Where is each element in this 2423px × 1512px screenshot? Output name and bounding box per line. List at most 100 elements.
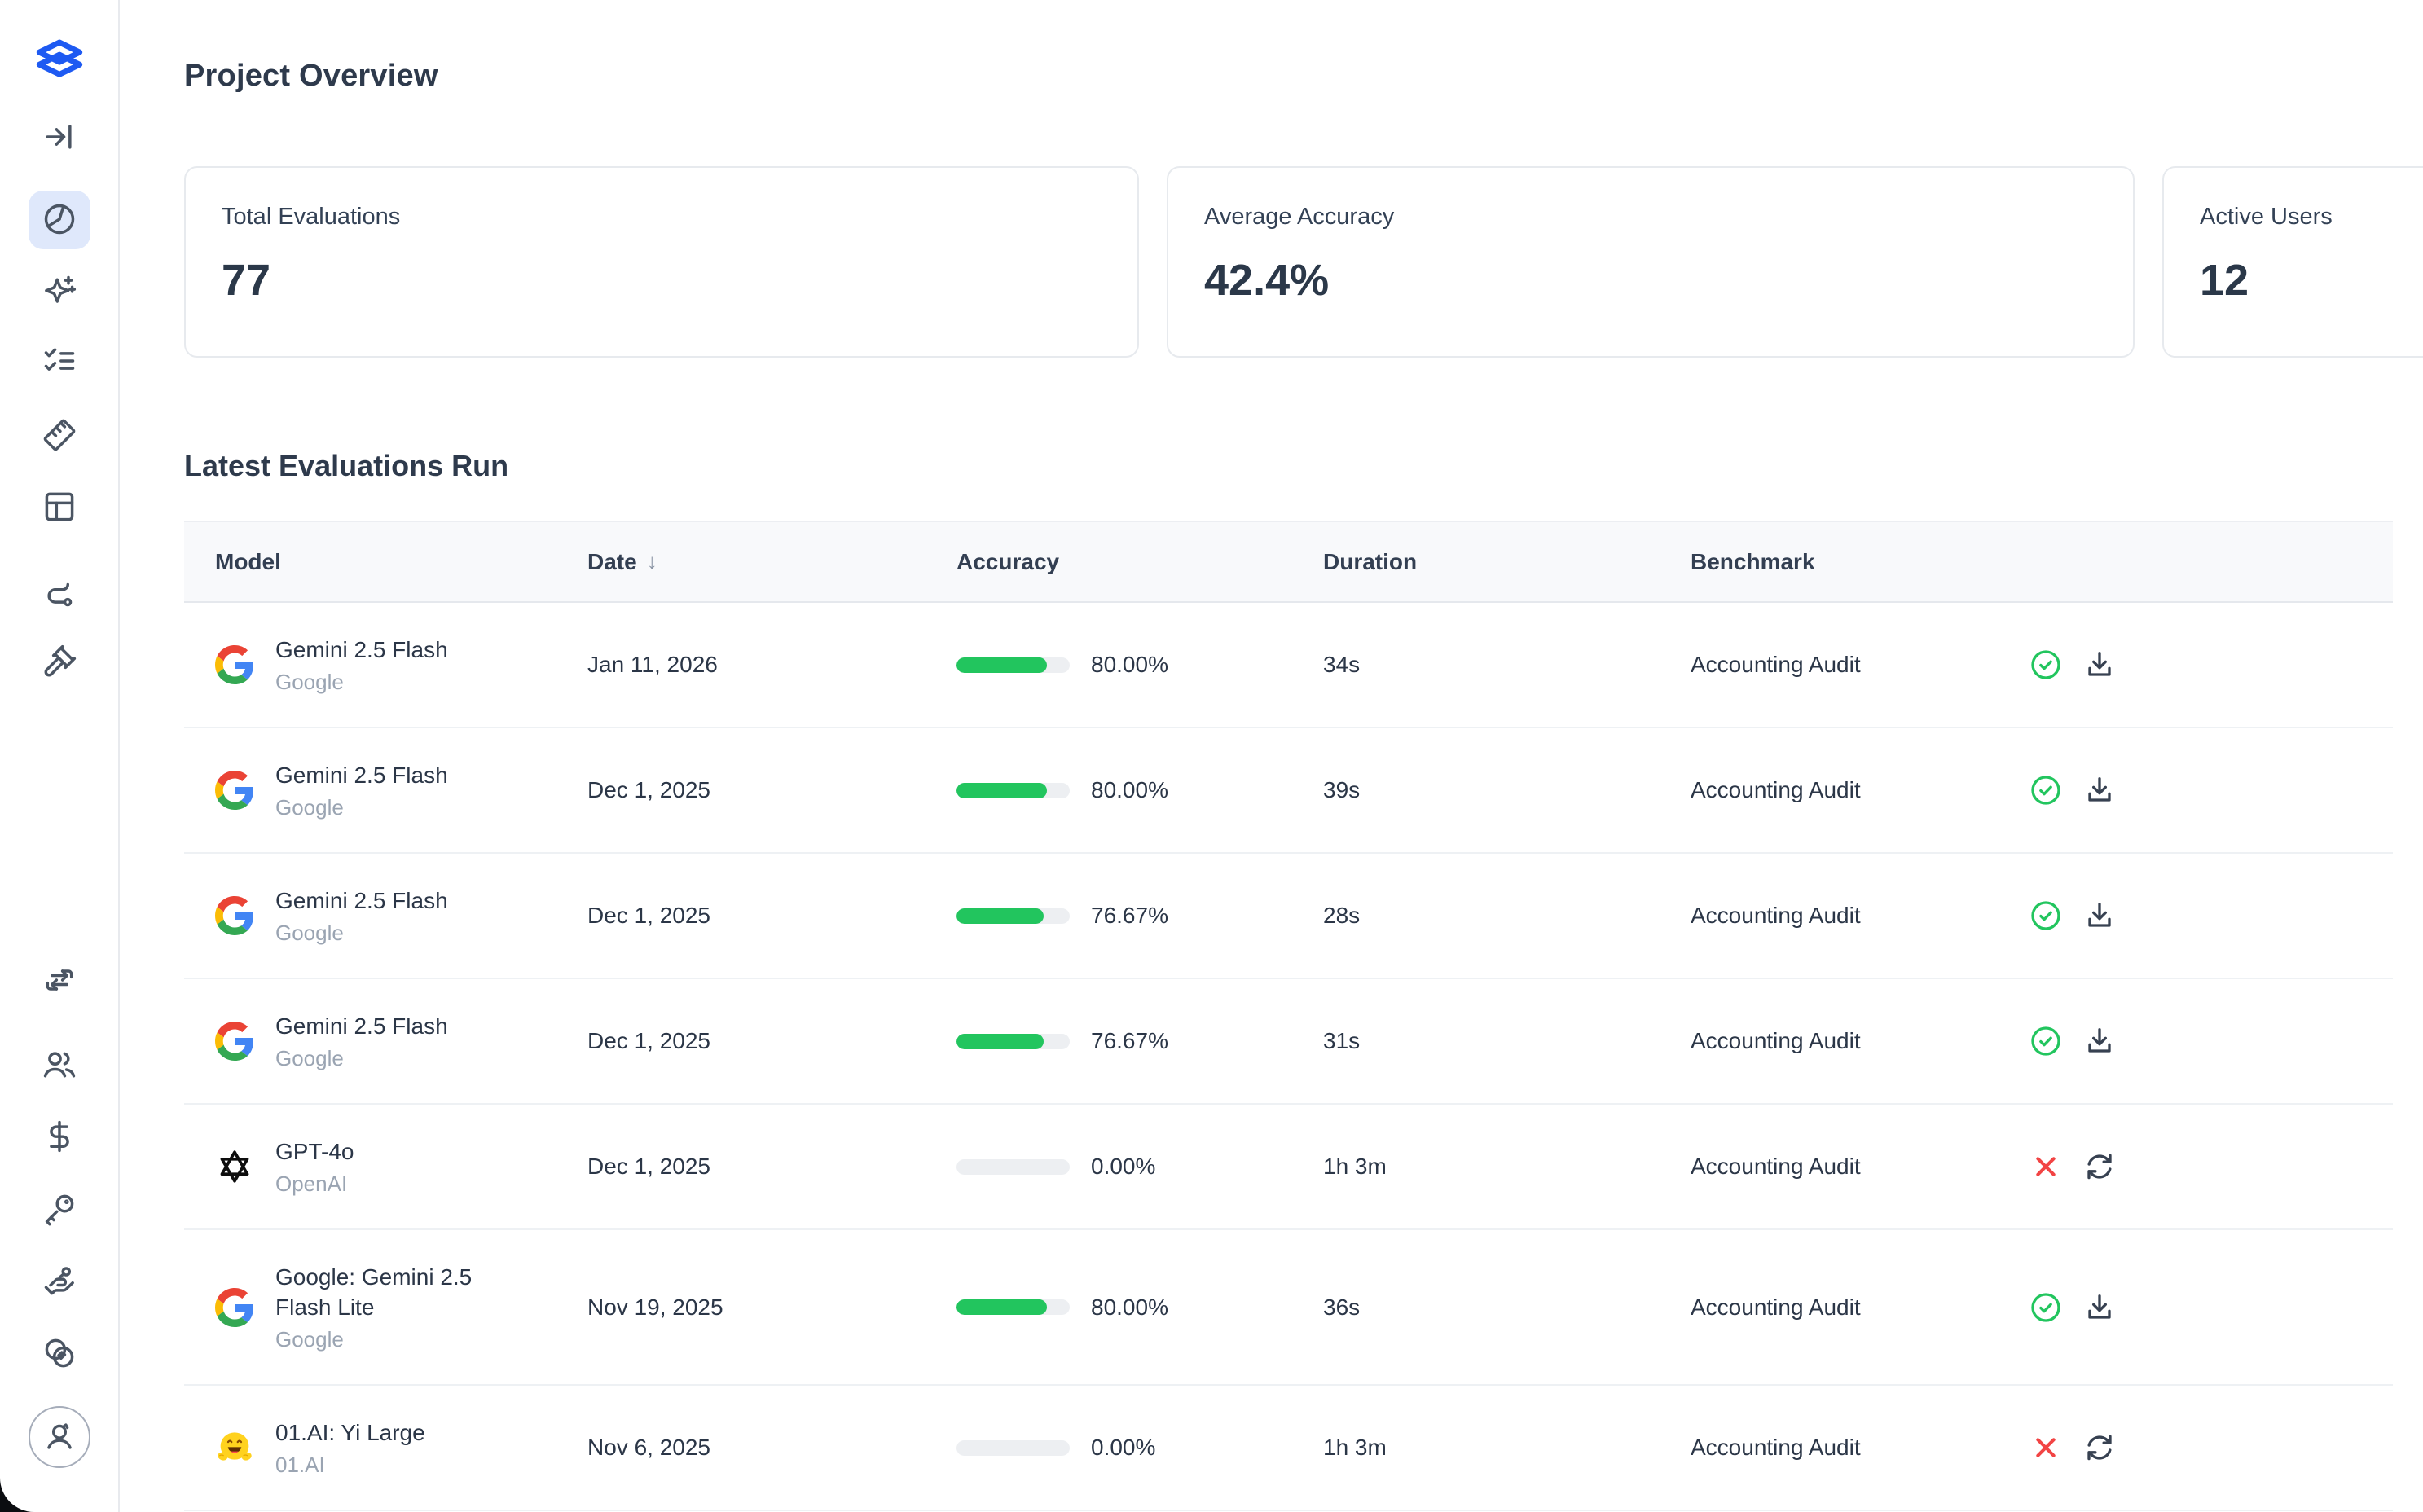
stat-value: 42.4% (1204, 256, 1330, 305)
user-icon (42, 1419, 77, 1456)
stat-value: 77 (222, 256, 271, 305)
date-cell: Dec 1, 2025 (587, 903, 710, 928)
benchmark-cell: Accounting Audit (1691, 652, 1861, 677)
accuracy-progress-fill (956, 1299, 1048, 1315)
actions-cell (2029, 1431, 2362, 1465)
model-provider: Google (275, 1327, 344, 1352)
model-text: Gemini 2.5 Flash Google (275, 760, 448, 820)
status-failed-icon (2029, 1431, 2063, 1465)
download-button[interactable] (2082, 773, 2117, 807)
date-cell: Nov 19, 2025 (587, 1294, 723, 1320)
table-row[interactable]: Gemini 2.5 Flash Google Dec 1, 2025 76.6… (184, 979, 2393, 1105)
model-provider: Google (275, 795, 344, 820)
sidebar-item-judge[interactable] (29, 633, 90, 692)
model-provider: OpenAI (275, 1171, 348, 1196)
table-body: Gemini 2.5 Flash Google Jan 11, 2026 80.… (184, 603, 2393, 1511)
stat-label: Average Accuracy (1204, 204, 1395, 230)
table-row[interactable]: 01.AI: Yi Large 01.AI Nov 6, 2025 0.00% … (184, 1386, 2393, 1511)
model-text: 01.AI: Yi Large 01.AI (275, 1418, 425, 1478)
benchmark-cell: Accounting Audit (1691, 1154, 1861, 1179)
table-row[interactable]: Gemini 2.5 Flash Google Dec 1, 2025 76.6… (184, 854, 2393, 979)
accuracy-progress-track (956, 782, 1070, 798)
accuracy-cell: 80.00% (956, 777, 1323, 803)
date-cell: Dec 1, 2025 (587, 777, 710, 802)
model-provider: Google (275, 921, 344, 945)
google-icon (215, 1287, 254, 1327)
duration-cell: 28s (1323, 903, 1361, 928)
sparkles-icon (42, 273, 77, 311)
column-header-accuracy[interactable]: Accuracy (956, 548, 1060, 574)
download-button[interactable] (2082, 648, 2117, 682)
sidebar-item-users[interactable] (29, 1036, 90, 1095)
accuracy-cell: 76.67% (956, 903, 1323, 929)
date-cell: Dec 1, 2025 (587, 1028, 710, 1053)
google-icon (215, 1022, 254, 1061)
status-success-icon (2029, 773, 2063, 807)
actions-cell (2029, 1290, 2362, 1325)
stat-label: Active Users (2200, 204, 2333, 230)
google-icon (215, 645, 254, 684)
actions-cell (2029, 1024, 2362, 1058)
model-cell: Gemini 2.5 Flash Google (215, 979, 587, 1103)
app-logo[interactable] (30, 33, 89, 91)
sidebar-item-assistant[interactable] (29, 262, 90, 321)
key-icon (42, 1191, 77, 1229)
stat-card-average-accuracy: Average Accuracy 42.4% (1167, 166, 2135, 358)
layout-panel-icon (42, 489, 77, 527)
column-header-date[interactable]: Date ↓ (587, 548, 657, 574)
download-button[interactable] (2082, 899, 2117, 933)
model-text: Gemini 2.5 Flash Google (275, 886, 448, 946)
list-checks-icon (42, 343, 77, 381)
model-provider: 01.AI (275, 1453, 325, 1477)
download-button[interactable] (2082, 1024, 2117, 1058)
accuracy-progress-fill (956, 657, 1048, 673)
sidebar-item-benchmarks[interactable] (29, 407, 90, 465)
column-header-benchmark[interactable]: Benchmark (1691, 548, 1815, 574)
duration-cell: 1h 3m (1323, 1154, 1387, 1179)
accuracy-progress-fill (956, 1033, 1044, 1049)
sidebar-item-dashboard[interactable] (29, 478, 90, 537)
retry-button[interactable] (2082, 1431, 2117, 1465)
benchmark-cell: Accounting Audit (1691, 1294, 1861, 1320)
accuracy-cell: 0.00% (956, 1154, 1323, 1180)
evaluations-table: Model Date ↓ Accuracy Duration Benchmark (184, 521, 2393, 1511)
overlap-circles-icon (42, 1335, 77, 1374)
sidebar-item-transfers[interactable] (29, 952, 90, 1010)
accuracy-progress-track (956, 657, 1070, 673)
model-provider: Google (275, 670, 344, 694)
user-avatar[interactable] (28, 1406, 90, 1468)
sidebar-item-collapse[interactable] (29, 108, 90, 167)
sidebar-item-billing[interactable] (29, 1108, 90, 1167)
model-text: Gemini 2.5 Flash Google (275, 1011, 448, 1071)
sidebar-item-tasks[interactable] (29, 332, 90, 391)
dollar-sign-icon (42, 1119, 77, 1157)
huggingface-icon (215, 1428, 254, 1467)
sidebar-item-traces[interactable] (29, 565, 90, 624)
sidebar-item-access[interactable] (29, 1252, 90, 1311)
accuracy-value: 80.00% (1091, 1294, 1168, 1320)
table-row[interactable]: Gemini 2.5 Flash Google Jan 11, 2026 80.… (184, 603, 2393, 728)
model-name: Google: Gemini 2.5 Flash Lite (275, 1264, 473, 1320)
date-cell: Dec 1, 2025 (587, 1154, 710, 1179)
table-row[interactable]: Google: Gemini 2.5 Flash Lite Google Nov… (184, 1230, 2393, 1386)
google-icon (215, 771, 254, 810)
screen-corner (0, 1478, 34, 1512)
column-header-duration[interactable]: Duration (1323, 548, 1418, 574)
model-provider: Google (275, 1046, 344, 1070)
main-content: Project Overview Total Evaluations 77 Av… (118, 0, 2423, 1512)
accuracy-progress-track (956, 1439, 1070, 1456)
column-header-model[interactable]: Model (215, 548, 281, 574)
openai-icon (215, 1147, 254, 1186)
benchmark-cell: Accounting Audit (1691, 903, 1861, 928)
sort-descending-icon: ↓ (646, 549, 657, 574)
download-button[interactable] (2082, 1290, 2117, 1325)
pie-chart-icon (42, 201, 77, 240)
actions-cell (2029, 648, 2362, 682)
table-row[interactable]: Gemini 2.5 Flash Google Dec 1, 2025 80.0… (184, 728, 2393, 854)
sidebar-item-integrations[interactable] (29, 1325, 90, 1383)
retry-button[interactable] (2082, 1149, 2117, 1184)
table-row[interactable]: GPT-4o OpenAI Dec 1, 2025 0.00% 1h 3m Ac… (184, 1105, 2393, 1230)
sidebar-item-api-keys[interactable] (29, 1180, 90, 1239)
sidebar-item-overview[interactable] (28, 191, 90, 249)
